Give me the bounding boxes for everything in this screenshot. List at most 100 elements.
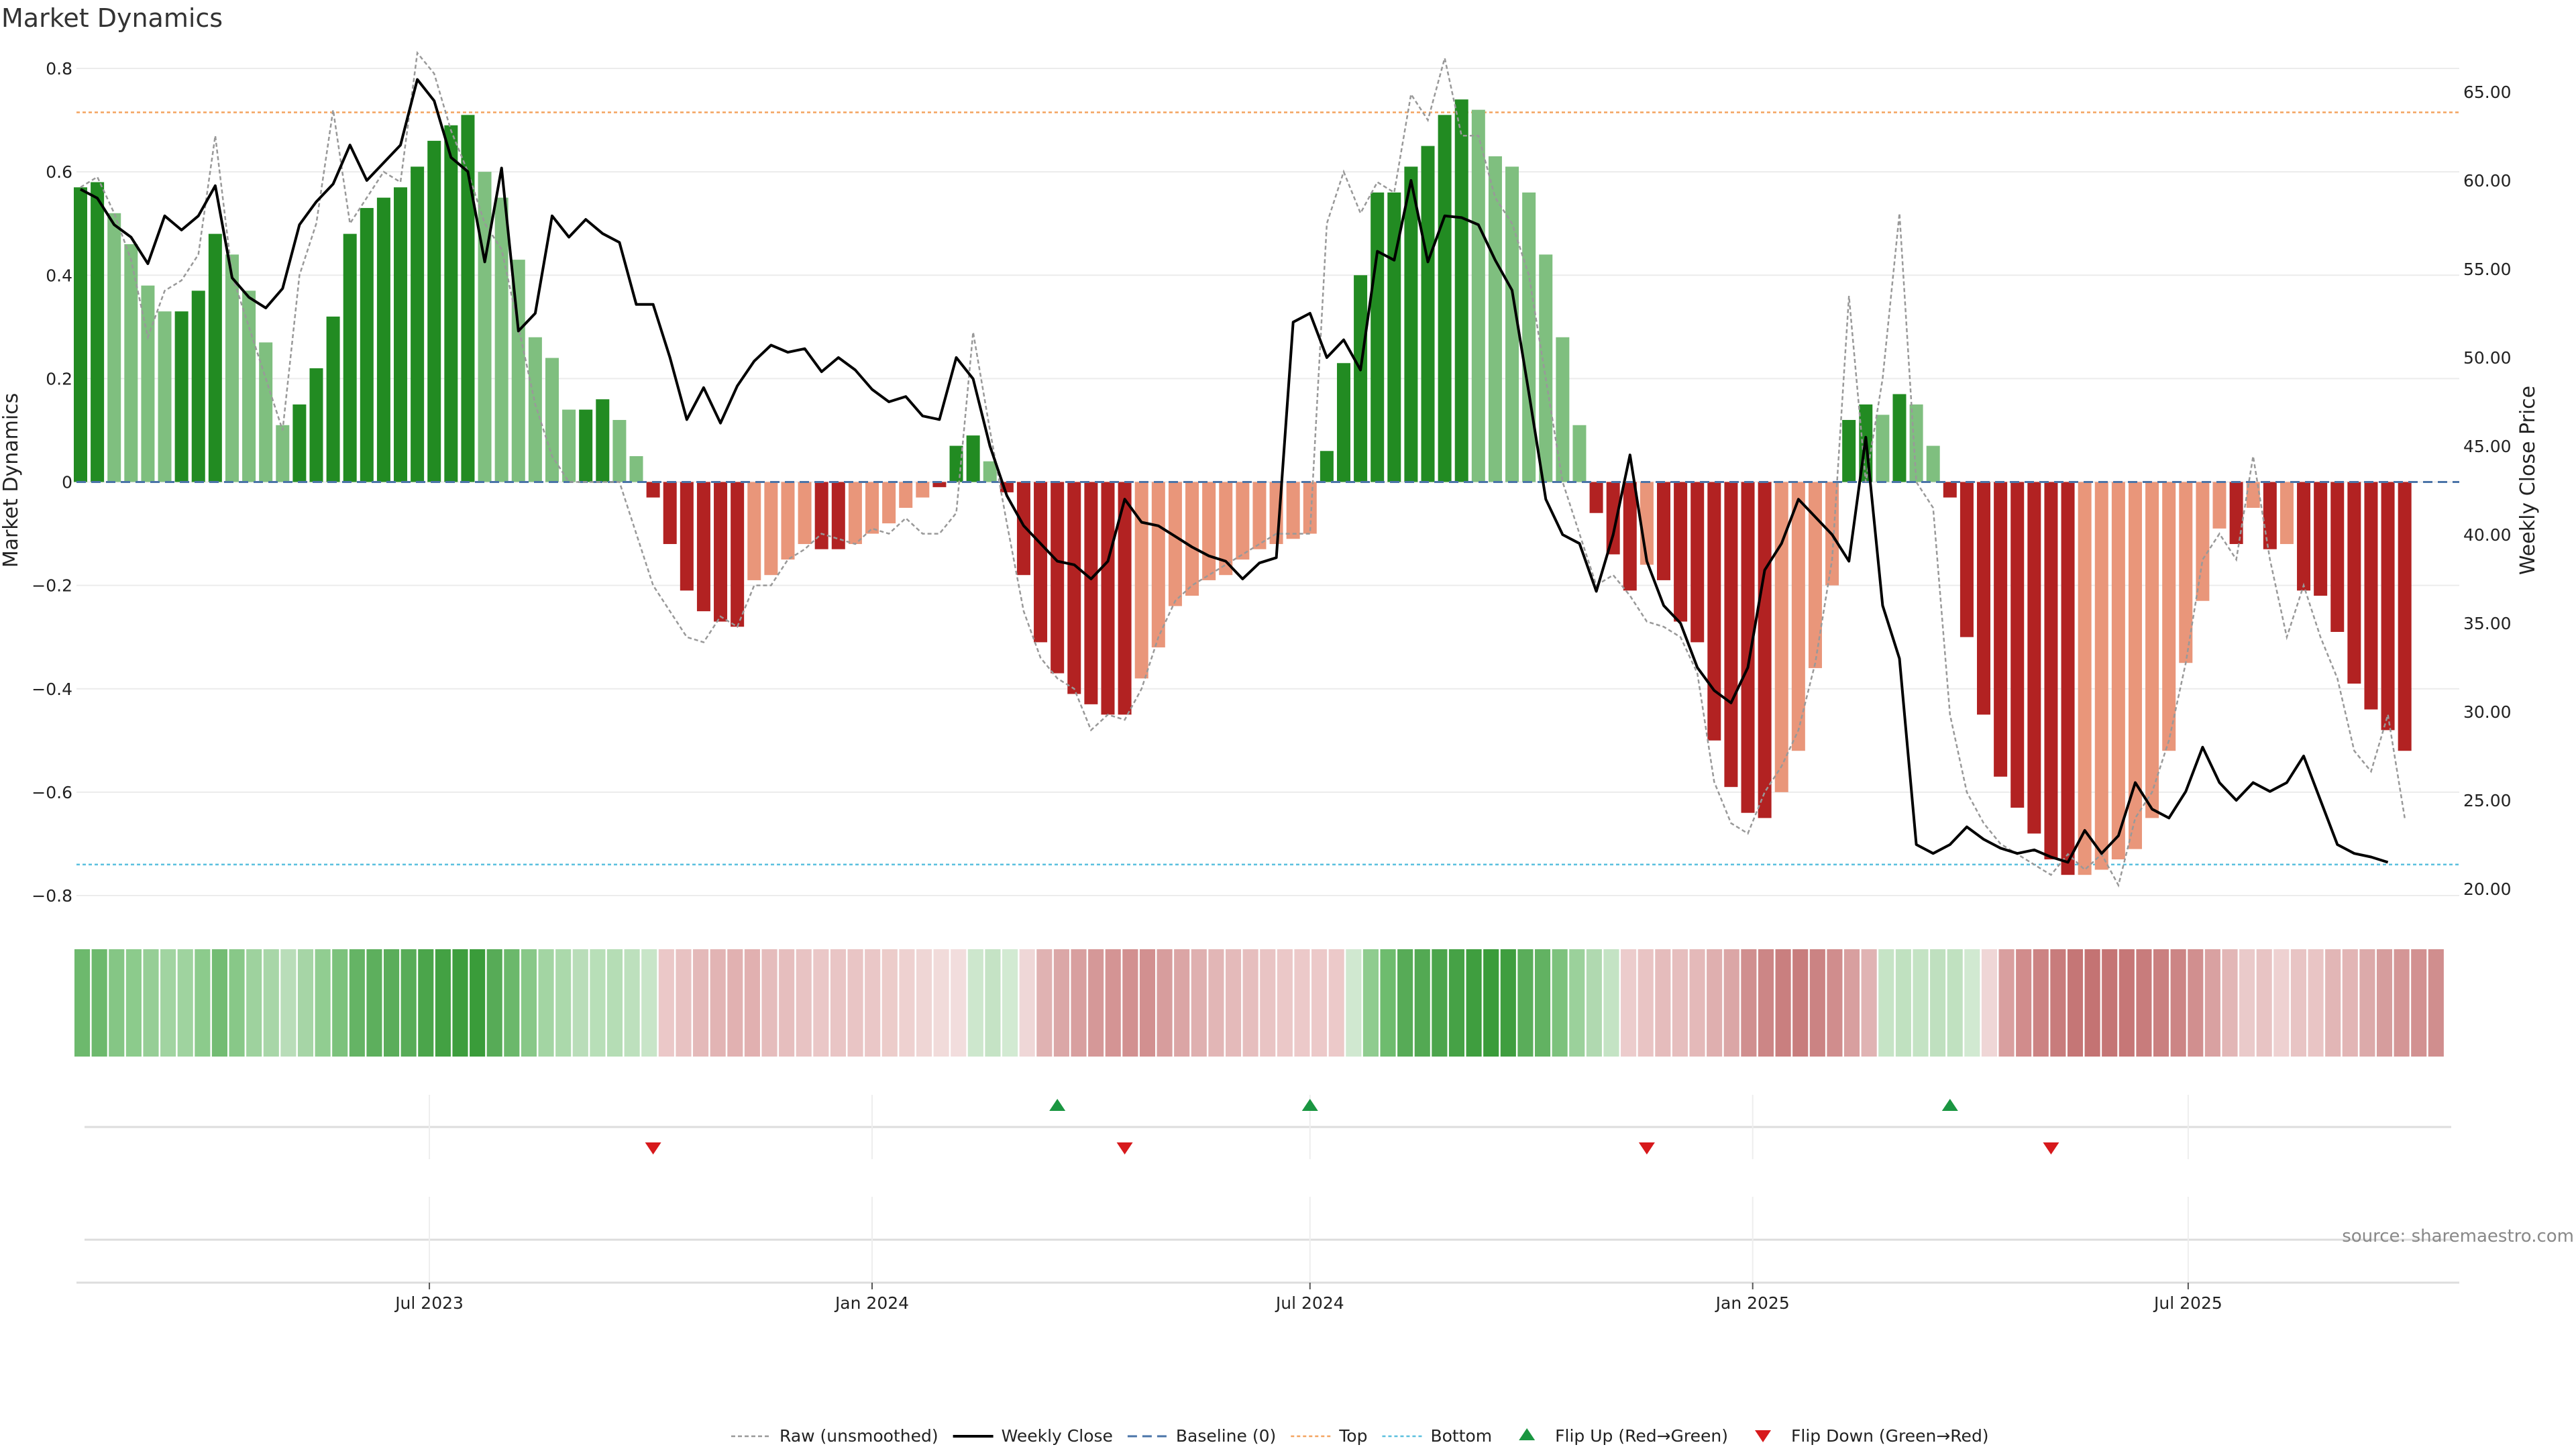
left-tick-label: 0.4 [46, 266, 72, 285]
bar [2398, 482, 2412, 751]
bar [1606, 482, 1620, 555]
bar [1084, 482, 1098, 704]
bar [1808, 482, 1822, 668]
heat-cell [1466, 949, 1482, 1057]
bar [612, 420, 627, 482]
legend-item: Baseline (0) [1127, 1426, 1276, 1446]
bar [747, 482, 761, 580]
heat-cell [1930, 949, 1946, 1057]
heat-cell [297, 949, 314, 1057]
x-tick-label: Jul 2025 [2153, 1293, 2222, 1313]
legend-item: Flip Up (Red→Green) [1519, 1426, 1728, 1446]
bar [579, 409, 593, 482]
heat-cell [1294, 949, 1310, 1057]
heat-cell [1741, 949, 1757, 1057]
heat-cell [676, 949, 692, 1057]
bar [1387, 192, 1401, 482]
bar [899, 482, 913, 508]
heat-cell [1002, 949, 1018, 1057]
heat-cell [1088, 949, 1104, 1057]
bar [174, 311, 189, 482]
heat-cell [1157, 949, 1173, 1057]
flip-signal-panel [76, 1095, 2459, 1284]
heat-cell [1586, 949, 1602, 1057]
heat-cell [211, 949, 227, 1057]
bar [360, 208, 374, 482]
heat-cell [229, 949, 245, 1057]
bar [1892, 394, 1907, 482]
left-tick-label: 0 [62, 473, 72, 492]
heat-cell [813, 949, 829, 1057]
heat-cell [1500, 949, 1516, 1057]
heat-cell [1552, 949, 1568, 1057]
heat-cell [2273, 949, 2290, 1057]
legend-swatch [1755, 1430, 1772, 1442]
flip-down-marker [1638, 1142, 1655, 1155]
right-tick-label: 35.00 [2463, 614, 2512, 633]
left-axis-ticks: −0.8 −0.6 −0.4 −0.2 0 0.2 0.4 0.6 0.8 [32, 59, 72, 906]
bar [2279, 482, 2294, 544]
heat-cell [91, 949, 107, 1057]
bar [1774, 482, 1788, 792]
bar [764, 482, 778, 576]
bar [731, 482, 745, 627]
legend-item: Bottom [1382, 1426, 1492, 1446]
heat-cell [486, 949, 502, 1057]
heat-cell [1208, 949, 1224, 1057]
heat-cell [2118, 949, 2135, 1057]
bar [1034, 482, 1048, 643]
heat-cell [315, 949, 331, 1057]
bar [242, 290, 256, 482]
heat-cell [2239, 949, 2255, 1057]
heat-cell [796, 949, 812, 1057]
heat-cell [2325, 949, 2341, 1057]
bar [1690, 482, 1705, 643]
bar [478, 172, 492, 482]
heat-cell [2290, 949, 2307, 1057]
bar [1623, 482, 1637, 591]
bar [259, 342, 273, 482]
bar [1977, 482, 1991, 715]
bar [208, 233, 222, 482]
heat-cell [1689, 949, 1705, 1057]
source-note: source: sharemaestro.com [2342, 1226, 2574, 1246]
heat-cell [2359, 949, 2375, 1057]
heat-cell [1260, 949, 1276, 1057]
bar [309, 368, 323, 482]
heat-cell [2102, 949, 2118, 1057]
bar [1741, 482, 1755, 813]
bar [1134, 482, 1148, 679]
bar [1185, 482, 1199, 596]
heat-cell [263, 949, 279, 1057]
heat-cell [452, 949, 468, 1057]
bar [326, 316, 340, 482]
bar [2263, 482, 2277, 549]
bar [1320, 451, 1334, 482]
left-tick-label: 0.8 [46, 59, 72, 78]
bar [1656, 482, 1671, 580]
x-axis-ticks: Jul 2023 Jan 2024 Jul 2024 Jan 2025 Jul 2025 [394, 1283, 2222, 1313]
bar [1505, 166, 1519, 482]
bar [1101, 482, 1115, 715]
legend-label: Baseline (0) [1176, 1426, 1276, 1446]
bar [73, 187, 88, 482]
bar [158, 311, 172, 482]
heat-cell [710, 949, 726, 1057]
bar [1051, 482, 1065, 674]
heat-cell [606, 949, 623, 1057]
heat-cell [624, 949, 640, 1057]
heat-cell [435, 949, 451, 1057]
heat-cell [538, 949, 554, 1057]
x-tick-label: Jan 2024 [834, 1293, 909, 1313]
bar [1219, 482, 1233, 576]
bar [1252, 482, 1267, 549]
heat-cell [555, 949, 572, 1057]
heat-cell [744, 949, 760, 1057]
bar [848, 482, 862, 544]
bar [545, 358, 559, 482]
heat-cell [2170, 949, 2186, 1057]
flip-markers [645, 1099, 2059, 1155]
heat-cell [2188, 949, 2204, 1057]
heat-cell [2342, 949, 2358, 1057]
left-tick-label: −0.2 [32, 576, 72, 596]
